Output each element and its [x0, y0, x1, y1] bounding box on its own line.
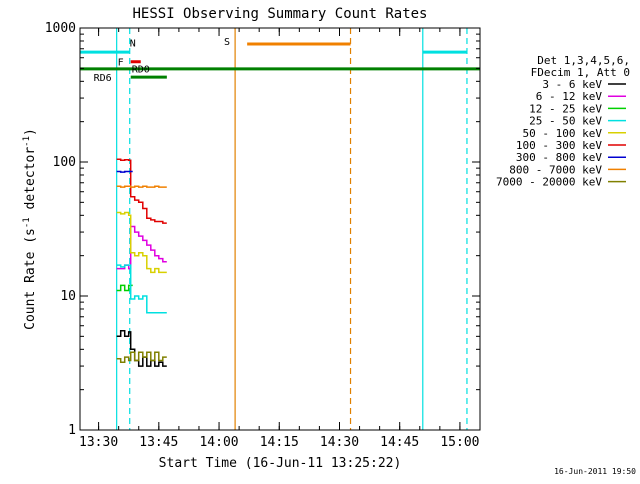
series-line-1 [116, 225, 167, 270]
legend-label-0: 3 - 6 keV [542, 78, 602, 91]
y-tick-label-1: 10 [60, 289, 76, 304]
flag-label-rd6: RD6 [94, 73, 112, 84]
legend-label-5: 100 - 300 keV [516, 139, 602, 152]
plot-timestamp: 16-Jun-2011 19:50 [554, 467, 636, 476]
x-tick-label-3: 14:15 [260, 435, 299, 450]
x-tick-label-6: 15:00 [440, 435, 479, 450]
legend-label-3: 25 - 50 keV [529, 115, 602, 128]
series-line-8 [116, 351, 167, 364]
x-tick-label-1: 13:45 [139, 435, 178, 450]
legend-header-0: Det 1,3,4,5,6, [537, 54, 630, 67]
legend-label-8: 7000 - 20000 keV [496, 176, 602, 189]
legend-label-6: 300 - 800 keV [516, 151, 602, 164]
x-axis: 13:30 13:45 14:00 14:15 14:30 14:45 15:00 [79, 28, 481, 450]
series-line-3 [116, 264, 167, 314]
x-tick-label-0: 13:30 [79, 435, 118, 450]
series-line-0 [116, 330, 167, 367]
series-line-4 [116, 211, 167, 274]
x-tick-label-4: 14:30 [320, 435, 359, 450]
x-axis-label: Start Time (16-Jun-11 13:25:22) [159, 456, 402, 471]
flag-label-s: S [224, 37, 230, 48]
series-line-7 [116, 185, 167, 188]
legend-label-2: 12 - 25 keV [529, 102, 602, 115]
plot-marks: N S F RD0 RD6 [80, 28, 480, 430]
legend: Det 1,3,4,5,6,FDecim 1, Att 03 - 6 keV6 … [496, 54, 630, 189]
y-axis: 1 10 100 1000 [45, 21, 480, 438]
chart-title: HESSI Observing Summary Count Rates [132, 6, 427, 22]
x-tick-label-2: 14:00 [199, 435, 238, 450]
y-tick-label-0: 1 [68, 423, 76, 438]
series-line-6 [116, 170, 133, 173]
flag-label-rd0: RD0 [132, 64, 150, 75]
legend-label-4: 50 - 100 keV [523, 127, 603, 140]
legend-header-1: FDecim 1, Att 0 [531, 66, 630, 79]
x-tick-label-5: 14:45 [380, 435, 419, 450]
series-line-2 [116, 284, 133, 292]
y-tick-label-2: 100 [53, 155, 76, 170]
legend-label-1: 6 - 12 keV [536, 90, 603, 103]
flag-label-f: F [118, 58, 124, 69]
legend-label-7: 800 - 7000 keV [509, 163, 602, 176]
series-line-5 [116, 158, 167, 224]
y-tick-label-3: 1000 [45, 21, 76, 36]
flag-label-n: N [130, 38, 136, 49]
plot-frame [79, 27, 481, 431]
y-axis-label: Count Rate (s-1 detector-1) [22, 128, 38, 330]
